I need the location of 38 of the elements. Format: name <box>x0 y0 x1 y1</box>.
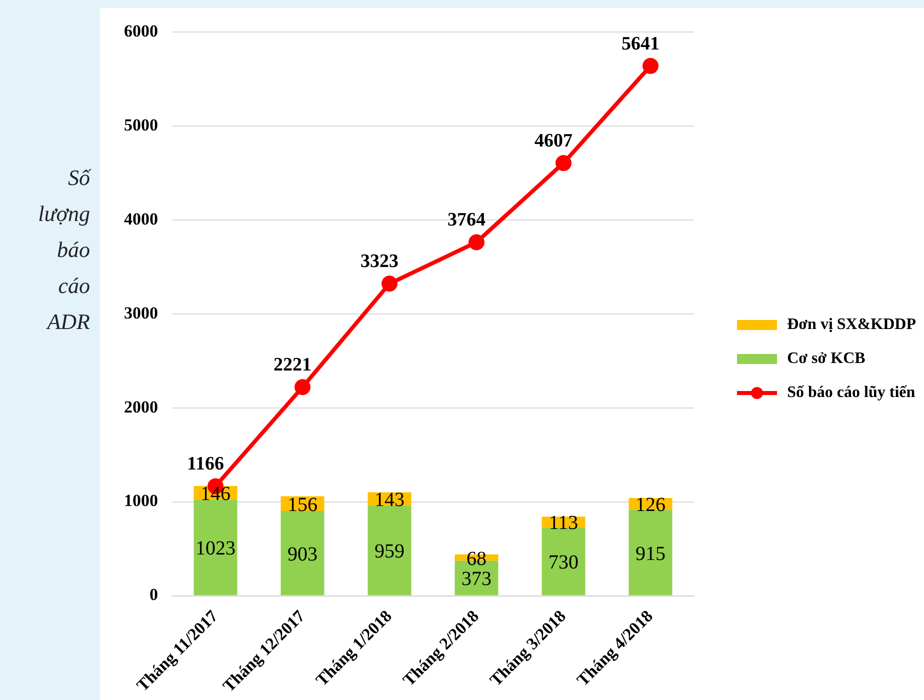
data-label: 903 <box>288 543 318 566</box>
data-label: 5641 <box>622 33 660 54</box>
data-label: 730 <box>548 551 578 574</box>
legend-label: Cơ sở KCB <box>787 350 866 368</box>
bar <box>368 506 412 596</box>
legend-label: Đơn vị SX&KDDP <box>787 316 916 334</box>
data-label: 915 <box>636 542 666 565</box>
point <box>556 155 572 172</box>
data-label: 373 <box>462 568 492 590</box>
y-tick-label: 6000 <box>124 22 158 41</box>
y-tick-label: 1000 <box>124 491 158 510</box>
data-label: 4607 <box>534 130 573 152</box>
data-label: 126 <box>636 494 666 516</box>
data-label: 146 <box>200 483 230 506</box>
data-label: 2221 <box>274 354 312 376</box>
data-label: 1166 <box>187 454 224 475</box>
point <box>294 379 310 396</box>
data-label: 68 <box>466 548 486 570</box>
bar <box>194 500 238 596</box>
point <box>468 234 484 250</box>
data-label: 143 <box>374 489 404 512</box>
y-tick-label: 5000 <box>124 116 158 135</box>
point <box>642 58 658 74</box>
data-label: 959 <box>374 540 404 563</box>
y-tick-label: 4000 <box>124 209 158 228</box>
data-label: 3764 <box>448 210 486 231</box>
data-label: 3323 <box>360 251 398 272</box>
y-axis-title: Số lượng báo cáo ADR <box>37 164 90 336</box>
data-label: 156 <box>288 494 318 516</box>
bar <box>280 510 324 596</box>
y-tick-label: 0 <box>150 585 158 604</box>
bar <box>628 510 672 596</box>
legend-label: Số báo cáo lũy tiến <box>787 384 916 402</box>
y-tick-label: 3000 <box>124 303 158 322</box>
point <box>382 276 398 292</box>
y-tick-label: 2000 <box>124 397 158 416</box>
data-label: 1023 <box>196 538 236 560</box>
data-label: 113 <box>548 512 578 534</box>
